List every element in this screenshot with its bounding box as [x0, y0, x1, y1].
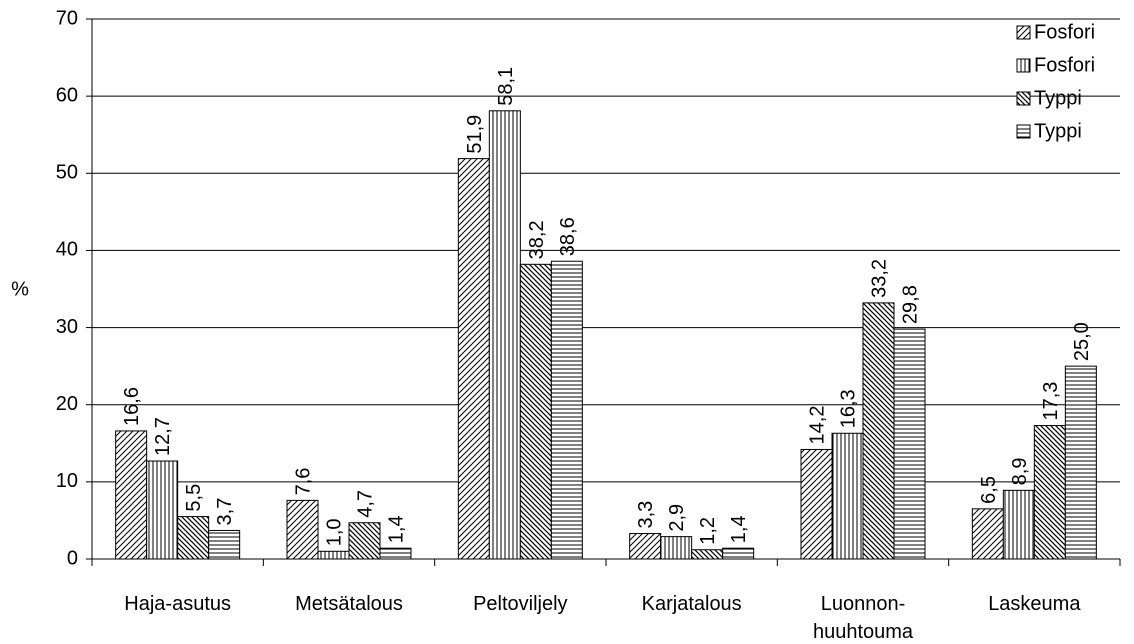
value-label: 6,5: [978, 476, 1000, 504]
y-tick-label: 20: [56, 393, 78, 415]
bar: [660, 536, 693, 560]
bar: [115, 430, 148, 560]
bar: [1002, 489, 1035, 560]
bar: [348, 522, 381, 560]
y-tick-label: 10: [56, 470, 78, 492]
legend-swatch: [1016, 25, 1031, 40]
bar: [722, 547, 755, 560]
legend-swatch: [1016, 58, 1031, 73]
bar: [286, 499, 319, 560]
value-label: 8,9: [1009, 458, 1031, 486]
y-tick-label: 70: [56, 7, 78, 29]
bar: [519, 263, 552, 560]
value-label: 1,4: [728, 515, 750, 543]
y-tick-label: 40: [56, 239, 78, 261]
legend-label: Fosfori: [1034, 21, 1095, 43]
value-label: 5,5: [183, 484, 205, 512]
bar: [691, 549, 724, 560]
value-label: 58,1: [495, 67, 517, 106]
value-label: 29,8: [900, 285, 922, 324]
value-label: 1,4: [386, 515, 408, 543]
x-tick-label: Peltoviljely: [473, 593, 567, 615]
value-label: 2,9: [666, 504, 688, 532]
value-label: 1,2: [697, 517, 719, 545]
y-tick-label: 0: [67, 547, 78, 569]
bar: [831, 432, 864, 560]
value-label: 3,7: [214, 498, 236, 526]
legend-label: Typpi: [1034, 120, 1082, 142]
x-tick-label: Metsätalous: [295, 593, 403, 615]
x-tick-label: Karjatalous: [642, 593, 742, 615]
value-label: 12,7: [152, 417, 174, 456]
bar: [971, 508, 1004, 560]
value-label: 51,9: [464, 115, 486, 154]
value-label: 3,3: [635, 501, 657, 529]
bar: [1064, 365, 1097, 560]
bar: [146, 460, 179, 560]
x-tick-label-line: Luonnon-: [821, 593, 906, 615]
value-label: 33,2: [869, 259, 891, 298]
value-label: 14,2: [807, 406, 829, 445]
value-label: 16,3: [838, 389, 860, 428]
y-tick-label: 50: [56, 162, 78, 184]
legend-label: Fosfori: [1034, 54, 1095, 76]
bar: [379, 547, 412, 560]
bar: [800, 448, 833, 560]
value-label: 4,7: [355, 490, 377, 518]
value-label: 17,3: [1040, 382, 1062, 421]
legend-label: Typpi: [1034, 87, 1082, 109]
bar: [208, 529, 241, 560]
legend-swatch: [1016, 124, 1031, 139]
y-tick-label: 60: [56, 84, 78, 106]
bar: [893, 328, 926, 560]
y-axis-label: %: [11, 278, 29, 300]
bar: [1033, 425, 1066, 560]
x-tick-label: Luonnon-huuhtouma: [813, 593, 914, 643]
legend-swatch: [1016, 91, 1031, 106]
value-label: 16,6: [121, 387, 143, 426]
bar: [177, 516, 210, 560]
x-tick-label: Haja-asutus: [124, 593, 231, 615]
bar: [862, 302, 895, 560]
value-label: 38,2: [526, 220, 548, 259]
bar: [317, 550, 350, 560]
x-tick-label: Laskeuma: [988, 593, 1081, 615]
y-tick-label: 30: [56, 316, 78, 338]
value-label: 25,0: [1071, 322, 1093, 361]
bar: [629, 533, 662, 560]
value-label: 7,6: [293, 468, 315, 496]
bar: [457, 158, 490, 560]
bar: [550, 260, 583, 560]
bar: [488, 110, 521, 560]
value-label: 38,6: [557, 217, 579, 256]
x-tick-label-line: huuhtouma: [813, 621, 914, 643]
value-label: 1,0: [324, 518, 346, 546]
